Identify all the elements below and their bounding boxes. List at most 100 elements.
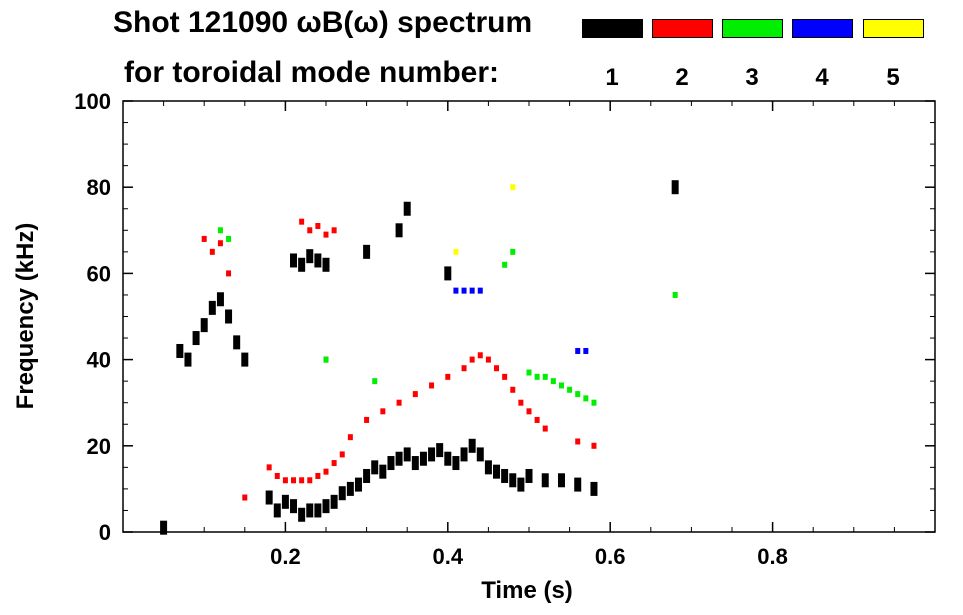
data-point-n4 (477, 287, 483, 294)
data-point-n1 (541, 473, 549, 488)
axis-ticks: 0 20 40 60 80 100 0.2 0.4 0.6 0.8 (74, 89, 935, 569)
data-point-n1 (281, 494, 289, 509)
data-point-n1 (428, 447, 436, 462)
data-point-n1 (160, 520, 168, 535)
x-tick-label: 0.8 (757, 544, 788, 569)
legend-label-n3: 3 (745, 64, 759, 91)
data-point-n2 (494, 365, 500, 372)
data-point-n1 (525, 468, 533, 483)
data-point-n1 (476, 447, 484, 462)
data-point-n1 (306, 249, 314, 264)
data-point-n1 (176, 343, 184, 358)
data-point-n1 (403, 201, 411, 216)
data-point-n2 (518, 399, 524, 406)
data-point-n2 (502, 373, 508, 380)
data-point-n2 (347, 434, 353, 441)
y-axis-label: Frequency (kHz) (12, 223, 39, 410)
data-point-n2 (575, 438, 581, 445)
data-point-n2 (323, 468, 329, 475)
chart-title: Shot 121090 ωB(ω) spectrum (113, 6, 533, 39)
data-point-n4 (453, 287, 459, 294)
data-point-n1 (184, 352, 192, 367)
y-tick-label: 0 (99, 520, 111, 545)
legend-label-n4: 4 (815, 64, 829, 91)
data-point-n2 (299, 218, 305, 225)
data-point-n3 (591, 399, 597, 406)
data-point-n2 (315, 222, 321, 229)
data-point-n1 (322, 499, 330, 514)
x-tick-label: 0.6 (595, 544, 626, 569)
data-point-n2 (412, 391, 418, 398)
data-point-n2 (323, 231, 329, 238)
data-point-n1 (306, 503, 314, 518)
data-point-n2 (542, 425, 548, 432)
data-point-n2 (282, 477, 288, 484)
data-point-n1 (671, 180, 679, 195)
data-point-n1 (314, 503, 322, 518)
data-point-n1 (509, 473, 517, 488)
data-point-n5 (453, 248, 459, 255)
data-point-n1 (363, 468, 371, 483)
x-tick-label: 0.2 (270, 544, 301, 569)
data-point-n1 (216, 292, 224, 307)
data-point-n1 (419, 451, 427, 466)
legend-label-n1: 1 (605, 64, 619, 91)
data-point-n4 (575, 347, 581, 354)
data-point-n3 (583, 395, 589, 402)
data-point-n3 (226, 235, 232, 242)
data-point-n2 (477, 352, 483, 359)
y-tick-label: 40 (87, 348, 111, 373)
data-point-n1 (387, 456, 395, 471)
data-point-n1 (436, 443, 444, 458)
data-point-n3 (558, 382, 564, 389)
y-tick-label: 20 (87, 434, 111, 459)
data-point-n1 (484, 460, 492, 475)
data-point-n4 (469, 287, 475, 294)
data-point-n1 (346, 481, 354, 496)
data-point-n2 (299, 477, 305, 484)
data-point-n3 (217, 227, 223, 234)
legend-swatch-n5 (863, 19, 924, 38)
plot-frame (122, 100, 936, 533)
data-point-n2 (331, 460, 337, 467)
legend-swatch-n2 (652, 19, 713, 38)
data-point-n1 (379, 464, 387, 479)
data-point-n2 (364, 416, 370, 423)
data-point-n1 (501, 468, 509, 483)
data-point-n1 (265, 490, 273, 505)
data-point-n1 (493, 464, 501, 479)
data-point-n1 (208, 300, 216, 315)
data-point-n1 (330, 494, 338, 509)
data-point-n1 (363, 244, 371, 259)
data-point-n2 (380, 408, 386, 415)
data-point-n2 (429, 382, 435, 389)
data-point-n1 (273, 503, 281, 518)
x-axis-label: Time (s) (481, 577, 573, 604)
data-point-n1 (444, 451, 452, 466)
data-point-n2 (534, 416, 540, 423)
data-point-n1 (290, 499, 298, 514)
data-point-n1 (468, 438, 476, 453)
data-point-n2 (445, 373, 451, 380)
data-point-n2 (266, 464, 272, 471)
y-tick-label: 80 (87, 175, 111, 200)
data-point-n1 (371, 460, 379, 475)
data-point-n1 (574, 477, 582, 492)
data-marks (160, 180, 679, 535)
data-point-n1 (395, 451, 403, 466)
data-point-n1 (290, 253, 298, 268)
data-point-n2 (274, 472, 280, 479)
data-point-n1 (590, 481, 598, 496)
data-point-n2 (217, 240, 223, 247)
data-point-n1 (241, 352, 249, 367)
data-point-n1 (460, 447, 468, 462)
data-point-n3 (542, 373, 548, 380)
data-point-n1 (314, 253, 322, 268)
data-point-n2 (209, 248, 215, 255)
legend-label-n5: 5 (886, 64, 900, 91)
x-tick-label: 0.4 (433, 544, 464, 569)
data-point-n1 (557, 473, 565, 488)
data-point-n3 (575, 391, 581, 398)
legend-swatch-n3 (722, 19, 783, 38)
